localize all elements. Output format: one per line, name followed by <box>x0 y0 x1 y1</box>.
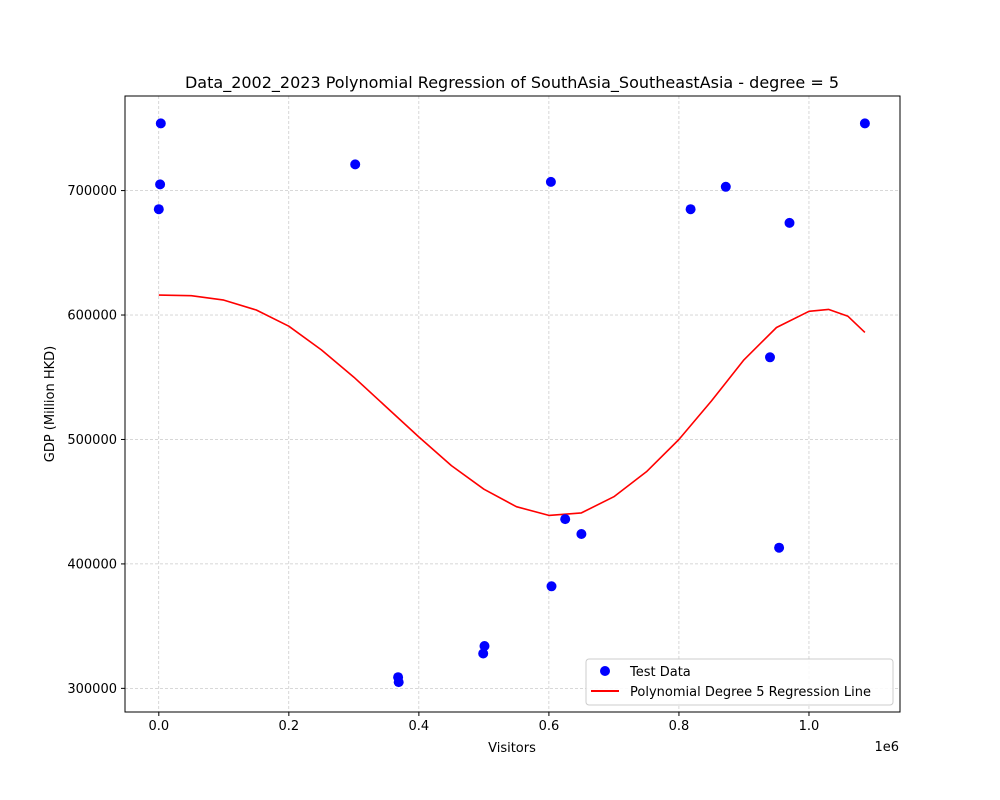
x-tick-label: 1.0 <box>799 719 820 734</box>
scatter-points-layer <box>153 118 870 688</box>
x-tick-label: 0.4 <box>409 719 430 734</box>
chart-title: Data_2002_2023 Polynomial Regression of … <box>185 73 839 93</box>
grid-lines <box>125 96 900 712</box>
x-tick-label: 0.0 <box>148 719 169 734</box>
scatter-point <box>393 677 404 688</box>
regression-line <box>158 294 866 517</box>
scatter-point <box>685 204 696 215</box>
scatter-point <box>546 581 557 592</box>
scatter-point <box>765 352 775 363</box>
x-tick-label: 0.2 <box>278 719 299 734</box>
scatter-point <box>153 204 164 215</box>
scatter-point <box>478 648 489 659</box>
scatter-point <box>545 176 556 187</box>
regression-line-layer <box>158 294 866 517</box>
legend: Test Data Polynomial Degree 5 Regression… <box>585 658 894 706</box>
y-tick-label: 300000 <box>67 682 117 697</box>
legend-label-regression-line: Polynomial Degree 5 Regression Line <box>630 685 871 700</box>
scatter-point <box>155 118 166 129</box>
x-tick-label: 0.8 <box>669 719 690 734</box>
y-tick-label: 400000 <box>67 557 117 572</box>
scatter-point <box>155 179 166 190</box>
scatter-point <box>560 514 571 525</box>
legend-label-test-data: Test Data <box>629 665 691 680</box>
x-tick-label: 0.6 <box>539 719 560 734</box>
y-tick-label: 500000 <box>67 433 117 448</box>
scatter-point <box>859 118 870 129</box>
y-tick-label: 600000 <box>67 309 117 324</box>
x-axis-offset-label: 1e6 <box>874 740 899 755</box>
scatter-point <box>784 217 795 228</box>
y-axis-label: GDP (Million HKD) <box>43 346 58 463</box>
scatter-point <box>576 529 587 539</box>
legend-box <box>585 658 894 706</box>
axis-ticks: 0.0 0.2 0.4 0.6 0.8 1.0 300000 400000 500000 6000… <box>67 184 819 734</box>
scatter-point <box>774 542 785 553</box>
y-tick-label: 700000 <box>67 184 117 199</box>
scatter-point <box>350 159 361 170</box>
plot-area-frame <box>124 95 901 713</box>
legend-scatter-marker <box>600 666 610 676</box>
scatter-point <box>479 641 490 651</box>
x-axis-label: Visitors <box>488 741 536 756</box>
scatter-point <box>720 181 731 192</box>
